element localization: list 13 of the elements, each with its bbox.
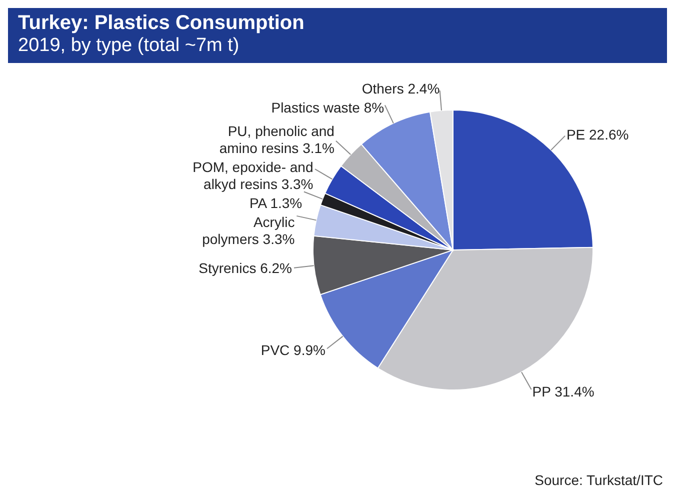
slice-label: POM, epoxide- and alkyd resins 3.3% (192, 159, 314, 192)
source-note: Source: Turkstat/ITC (534, 472, 663, 488)
slice-label: Others 2.4% (362, 80, 440, 97)
slice-label: PVC 9.9% (260, 342, 326, 358)
slice-label: Styrenics 6.2% (198, 260, 292, 276)
slice-label: Acrylic polymers 3.3% (202, 214, 295, 248)
chart-subtitle: 2019, by type (total ~7m t) (18, 35, 240, 57)
slice-label: Plastics waste 8% (271, 100, 384, 116)
slice-label: PU, phenolic and amino resins 3.1% (219, 123, 334, 156)
slice-label: PE 22.6% (566, 126, 629, 142)
slice-label: PP 31.4% (532, 383, 594, 400)
chart-title: Turkey: Plastics Consumption (18, 12, 306, 35)
slice-label: PA 1.3% (249, 195, 302, 212)
